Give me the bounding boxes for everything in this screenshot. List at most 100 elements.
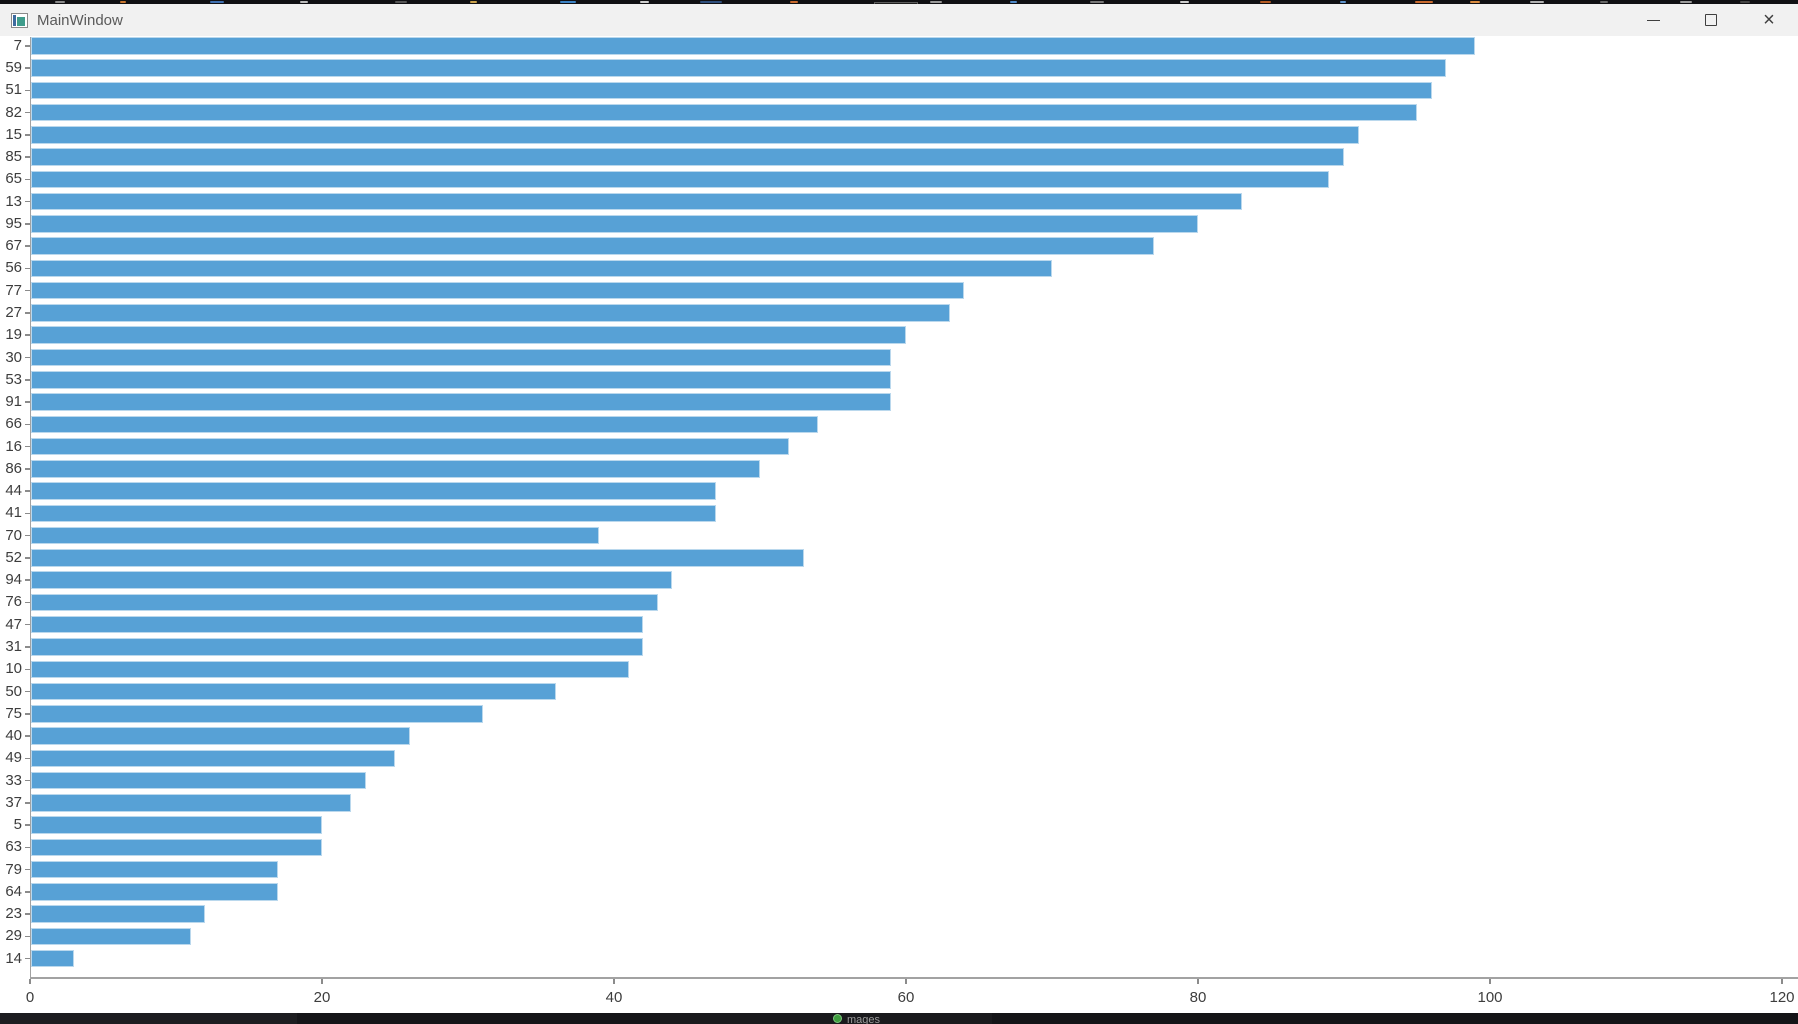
bar xyxy=(31,660,629,678)
y-axis-tick xyxy=(25,891,30,893)
bar xyxy=(31,838,322,857)
x-axis-tick-label: 80 xyxy=(1189,989,1207,1006)
y-axis-tick xyxy=(25,89,30,92)
y-axis-line xyxy=(30,37,31,977)
bar xyxy=(31,771,366,790)
y-axis-label: 19 xyxy=(5,326,22,344)
y-axis-label: 51 xyxy=(5,81,22,99)
y-axis-label: 67 xyxy=(5,237,22,255)
bar xyxy=(31,59,1447,77)
background-speck xyxy=(930,1,942,3)
background-speck xyxy=(120,1,126,3)
x-axis-tick xyxy=(1781,979,1783,984)
bar xyxy=(31,215,1198,233)
bar xyxy=(31,148,1344,166)
background-speck xyxy=(1260,1,1271,3)
y-axis-tick xyxy=(25,601,30,604)
y-axis-tick xyxy=(25,557,30,559)
app-icon-detail xyxy=(17,16,25,26)
y-axis-tick xyxy=(25,312,30,314)
y-axis-label: 63 xyxy=(5,838,22,856)
app-icon-detail xyxy=(13,14,16,26)
close-button[interactable]: × xyxy=(1740,4,1798,36)
y-axis-label: 40 xyxy=(5,727,22,745)
y-axis-label: 37 xyxy=(5,793,22,811)
y-axis-tick xyxy=(25,356,30,359)
close-icon: × xyxy=(1763,9,1775,31)
background-speck xyxy=(55,1,65,3)
background-speck xyxy=(1090,1,1104,3)
y-axis-tick xyxy=(25,445,30,448)
x-axis-tick-label: 0 xyxy=(25,989,35,1006)
bar xyxy=(31,705,483,723)
bar xyxy=(31,749,395,768)
background-taskbar-segment xyxy=(0,1013,297,1024)
background-speck xyxy=(1180,1,1189,3)
x-axis-tick xyxy=(1489,979,1491,984)
bar xyxy=(31,794,352,812)
y-axis-tick xyxy=(25,156,30,158)
y-axis-tick xyxy=(25,868,30,871)
bar xyxy=(31,81,1432,100)
y-axis-label: 15 xyxy=(5,125,22,143)
x-axis-tick-label: 120 xyxy=(1769,989,1795,1006)
status-dot-icon xyxy=(833,1014,842,1023)
y-axis-tick xyxy=(25,802,30,804)
y-axis-tick xyxy=(25,45,30,47)
bar-chart: 7 59 51 82 15 85 65 13 95 67 56 77 27 19 30 53 91 66 16 86 4… xyxy=(0,36,1798,1013)
bar xyxy=(31,526,600,545)
y-axis-tick xyxy=(25,534,30,537)
background-taskbar-item[interactable]: mages xyxy=(833,1014,880,1024)
bar xyxy=(31,348,892,367)
bar xyxy=(31,259,1052,278)
y-axis-tick xyxy=(25,735,30,737)
y-axis-label: 91 xyxy=(5,393,22,411)
bar xyxy=(31,415,819,434)
y-axis-label: 41 xyxy=(5,504,22,522)
y-axis-label: 86 xyxy=(5,459,22,477)
y-axis-tick xyxy=(25,379,30,381)
y-axis-tick xyxy=(25,779,30,782)
bar xyxy=(31,437,790,456)
x-axis-tick-label: 60 xyxy=(897,989,915,1006)
y-axis-tick xyxy=(25,245,30,247)
y-axis-tick xyxy=(25,757,30,760)
bar xyxy=(31,460,760,478)
y-axis-label: 30 xyxy=(5,348,22,366)
y-axis-label: 59 xyxy=(5,59,22,77)
bar xyxy=(31,126,1359,144)
y-axis-label: 76 xyxy=(5,593,22,611)
maximize-button[interactable] xyxy=(1682,4,1740,36)
x-axis-tick xyxy=(905,979,907,984)
y-axis-tick xyxy=(25,579,30,581)
y-axis-label: 33 xyxy=(5,771,22,789)
y-axis-label: 44 xyxy=(5,482,22,500)
minimize-icon xyxy=(1646,19,1660,21)
x-axis-tick-label: 40 xyxy=(605,989,623,1006)
y-axis-label: 79 xyxy=(5,860,22,878)
bar xyxy=(31,326,906,344)
minimize-button[interactable] xyxy=(1624,4,1682,36)
bar xyxy=(31,593,658,612)
bar xyxy=(31,170,1330,189)
background-speck xyxy=(300,1,308,3)
y-axis-tick xyxy=(25,846,30,849)
y-axis-label: 82 xyxy=(5,103,22,121)
background-taskbar-segment xyxy=(297,1013,660,1024)
window-title: MainWindow xyxy=(37,11,123,29)
y-axis-label: 10 xyxy=(5,660,22,678)
background-speck xyxy=(1470,1,1480,3)
x-axis-tick xyxy=(1197,979,1199,984)
y-axis-tick xyxy=(25,423,30,426)
bar xyxy=(31,103,1417,122)
bar xyxy=(31,192,1242,211)
y-axis-tick xyxy=(25,824,30,826)
y-axis-tick xyxy=(25,178,30,181)
bar xyxy=(31,237,1155,255)
y-axis-label: 47 xyxy=(5,615,22,633)
y-axis-label: 14 xyxy=(5,949,22,967)
bar xyxy=(31,927,191,946)
background-speck xyxy=(395,1,407,3)
x-axis-tick-label: 20 xyxy=(313,989,331,1006)
